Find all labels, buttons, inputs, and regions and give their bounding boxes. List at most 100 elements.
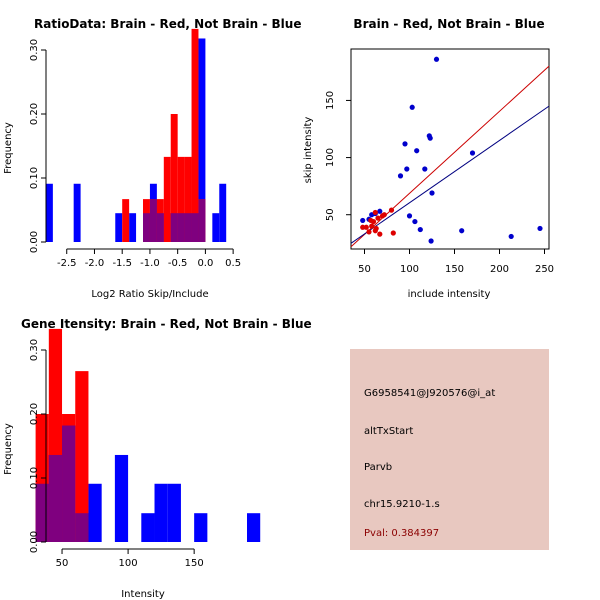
hist2-overlap-bar-3: [75, 513, 89, 542]
scatter-point-red-13: [390, 230, 396, 236]
hist0-red-bar-7: [184, 156, 192, 242]
ratio-histogram-ylabel: Frequency: [3, 122, 14, 174]
hist2-blue-bar-10: [247, 513, 261, 542]
hist0-x-tick-label-0: -2.5: [57, 258, 77, 269]
hist0-x-tick-label-6: 0.5: [225, 258, 241, 269]
intensity-histogram-title: Gene Itensity: Brain - Red, Not Brain - …: [21, 317, 312, 331]
hist0-overlap-bar-4: [177, 213, 185, 242]
scatter-fit-line-1: [350, 105, 550, 244]
scatter-point-blue-11: [406, 213, 413, 219]
scatter-point-red-1: [363, 224, 369, 230]
ratio-histogram: RatioData: Brain - Red, Not Brain - Blue…: [3, 17, 301, 300]
hist0-x-tick-label-2: -1.5: [112, 258, 132, 269]
hist2-blue-bar-8: [167, 483, 181, 542]
gene-name-text: Parvb: [364, 462, 392, 473]
hist2-overlap-bar-1: [48, 454, 63, 542]
hist0-x-tick-label-3: -1.0: [140, 258, 160, 269]
hist2-x-tick-label-1: 100: [119, 558, 138, 569]
scatter-point-blue-14: [417, 226, 423, 233]
scatter-point-blue-0: [433, 56, 440, 62]
hist2-y-tick-label-0: 0.00: [29, 531, 40, 553]
scatter-plot-frame: [350, 48, 550, 250]
hist0-blue-bar-0: [45, 183, 53, 242]
intensity-scatter: Brain - Red, Not Brain - Blue include in…: [303, 17, 554, 300]
hist2-x-tick-label-2: 150: [185, 558, 204, 569]
hist0-x-tick-label-4: -0.5: [168, 258, 188, 269]
hist0-red-bar-5: [170, 114, 178, 242]
scatter-point-blue-5: [414, 148, 420, 154]
hist2-x-tick-label-0: 50: [56, 558, 69, 569]
scatter-point-blue-21: [377, 208, 383, 214]
scatter-point-blue-7: [404, 166, 410, 172]
hist0-y-tick-label-0: 0.00: [29, 231, 40, 253]
scatter-point-blue-1: [409, 104, 415, 110]
ratio-histogram-xlabel: Log2 Ratio Skip/Include: [91, 289, 208, 300]
scatter-point-red-8: [377, 231, 383, 237]
scatter-point-red-11: [372, 209, 378, 216]
scatter-x-tick-label-2: 150: [445, 264, 464, 275]
scatter-point-blue-16: [537, 225, 543, 232]
scatter-x-tick-label-0: 50: [358, 264, 371, 275]
scatter-point-blue-8: [422, 166, 428, 172]
hist0-blue-bar-2: [115, 213, 123, 242]
hist0-overlap-bar-7: [198, 199, 206, 242]
scatter-point-blue-6: [469, 150, 476, 156]
scatter-point-red-6: [373, 225, 379, 232]
hist2-y-tick-label-2: 0.20: [29, 403, 40, 425]
hist0-x-tick-label-1: -2.0: [85, 258, 105, 269]
hist2-y-tick-label-3: 0.30: [29, 339, 40, 361]
scatter-point-blue-18: [360, 217, 366, 224]
scatter-point-red-0: [360, 224, 366, 230]
scatter-x-tick-label-1: 100: [400, 264, 419, 275]
hist2-y-tick-label-1: 0.10: [29, 467, 40, 489]
hist2-blue-bar-7: [154, 483, 168, 542]
hist2-blue-bar-4: [88, 483, 102, 542]
scatter-point-red-3: [369, 223, 375, 229]
scatter-point-blue-2: [402, 141, 408, 147]
info-panel: G6958541@J920576@i_at altTxStart Parvb c…: [350, 349, 549, 550]
hist0-blue-bar-11: [198, 38, 206, 243]
hist2-blue-bar-9: [194, 513, 208, 542]
hist2-blue-bar-6: [141, 513, 155, 542]
hist0-blue-bar-1: [73, 183, 81, 242]
scatter-x-tick-label-4: 250: [535, 264, 554, 275]
hist0-overlap-bar-1: [149, 199, 157, 242]
hist0-blue-bar-3: [129, 213, 137, 242]
scatter-point-blue-10: [429, 190, 435, 196]
location-text: chr15.9210-1.s: [364, 499, 440, 510]
scatter-fit-line-0: [350, 65, 550, 248]
pval-text: Pval: 0.384397: [364, 528, 439, 539]
hist0-overlap-bar-5: [184, 213, 192, 242]
intensity-histogram: Gene Itensity: Brain - Red, Not Brain - …: [3, 317, 312, 600]
hist2-red-bar-3: [75, 371, 89, 542]
hist0-overlap-bar-0: [143, 213, 150, 242]
intensity-scatter-xlabel: include intensity: [408, 289, 491, 300]
scatter-point-red-7: [375, 215, 381, 221]
hist0-red-bar-0: [122, 199, 130, 242]
scatter-point-blue-15: [508, 233, 514, 240]
hist0-y-tick-label-3: 0.30: [29, 39, 40, 61]
hist0-overlap-bar-2: [156, 213, 164, 242]
hist2-overlap-bar-2: [62, 425, 76, 542]
scatter-point-red-10: [381, 212, 387, 218]
hist0-red-bar-6: [177, 156, 185, 242]
hist0-blue-bar-13: [219, 183, 227, 242]
hist0-y-tick-label-1: 0.10: [29, 167, 40, 189]
scatter-y-tick-label-0: 50: [325, 208, 336, 221]
intensity-histogram-xlabel: Intensity: [121, 589, 165, 600]
scatter-point-red-14: [368, 217, 374, 224]
scatter-point-red-12: [388, 207, 395, 213]
intensity-scatter-title: Brain - Red, Not Brain - Blue: [353, 17, 544, 31]
hist0-overlap-bar-6: [191, 213, 199, 242]
ratio-histogram-title: RatioData: Brain - Red, Not Brain - Blue: [34, 17, 301, 31]
hist2-blue-bar-5: [114, 454, 129, 542]
scatter-point-blue-12: [412, 218, 418, 225]
scatter-point-blue-13: [459, 228, 465, 234]
scatter-point-red-2: [366, 229, 372, 235]
intensity-scatter-ylabel: skip intensity: [303, 117, 314, 184]
info-panel-background: [350, 349, 549, 550]
scatter-point-blue-9: [397, 173, 404, 179]
hist0-blue-bar-12: [212, 213, 220, 242]
scatter-y-tick-label-2: 150: [325, 91, 336, 110]
